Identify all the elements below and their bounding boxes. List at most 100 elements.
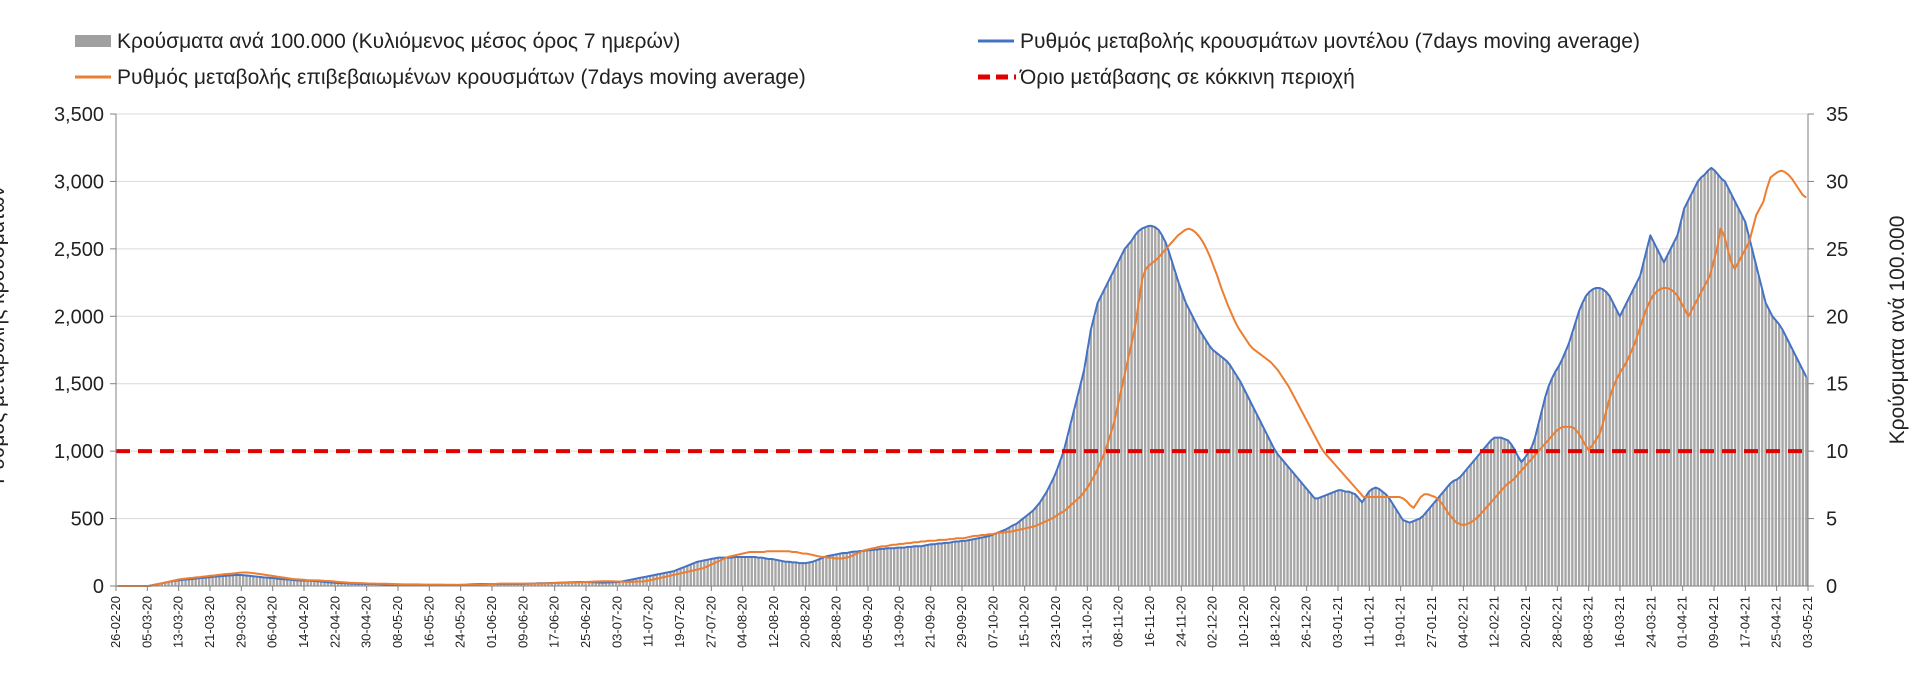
bar (611, 582, 614, 586)
bar (621, 581, 625, 586)
bar (523, 583, 526, 586)
x-tick-label: 19-07-20 (672, 596, 687, 648)
bar (737, 557, 740, 586)
x-tick-label: 18-12-20 (1267, 596, 1282, 648)
bar (1320, 496, 1323, 586)
bar (1123, 248, 1126, 586)
bar (960, 540, 964, 586)
x-tick-label: 05-09-20 (860, 596, 875, 648)
bar (903, 547, 906, 586)
bar (1605, 292, 1608, 586)
bar (1438, 495, 1442, 586)
bar (1472, 460, 1476, 586)
left-tick-label: 2,500 (54, 239, 104, 261)
bar (557, 582, 560, 586)
bar (1028, 513, 1032, 586)
bar (1177, 283, 1181, 586)
bar (1744, 221, 1747, 586)
bar (1208, 345, 1211, 586)
bar (191, 578, 194, 586)
bar (828, 555, 831, 586)
bar (757, 557, 760, 586)
bar (1367, 491, 1371, 586)
bar (852, 551, 855, 586)
bar (1791, 350, 1794, 586)
bar (808, 562, 811, 586)
bar (1313, 498, 1316, 586)
bar (862, 550, 865, 586)
bar (567, 582, 570, 586)
bar (882, 548, 886, 586)
bar (1201, 335, 1204, 586)
bar (770, 559, 774, 586)
bar (262, 576, 265, 586)
left-tick-label: 1,500 (54, 374, 104, 396)
lines (116, 166, 1808, 587)
bar (1801, 370, 1805, 586)
bar (1750, 248, 1754, 586)
bar (933, 544, 937, 586)
bar (197, 577, 201, 586)
bar (184, 578, 187, 586)
bar (1418, 518, 1421, 586)
bar (353, 583, 357, 586)
bar (1004, 529, 1008, 586)
bar (1503, 439, 1506, 586)
bar (163, 582, 167, 586)
bar (1228, 364, 1232, 586)
bar (811, 561, 814, 586)
bar (1357, 498, 1360, 586)
bar (167, 581, 170, 586)
bar (492, 583, 496, 586)
bar (574, 582, 577, 586)
x-tick-label: 29-09-20 (954, 596, 969, 648)
x-tick-label: 22-04-20 (327, 596, 342, 648)
bar (1038, 502, 1042, 586)
bar (330, 582, 333, 586)
x-tick-label: 13-09-20 (891, 596, 906, 648)
bar (1567, 343, 1571, 586)
bar (876, 549, 879, 586)
bar (509, 583, 513, 586)
bar (760, 557, 764, 586)
bar (1259, 421, 1262, 586)
bar (313, 581, 316, 586)
bar (1052, 478, 1055, 586)
bar (720, 557, 723, 586)
bar (679, 568, 682, 586)
bar (1428, 507, 1432, 586)
bar (1493, 437, 1496, 586)
bar (957, 541, 960, 586)
bar (1249, 401, 1252, 586)
bar (767, 559, 770, 586)
bar (1757, 275, 1761, 586)
bar (896, 547, 899, 586)
bar (1157, 229, 1160, 586)
bar (1401, 519, 1404, 586)
bar (1469, 464, 1472, 586)
bar (1289, 470, 1293, 586)
bar (367, 583, 370, 586)
bar (269, 577, 272, 586)
bar (1398, 514, 1401, 586)
bar (1666, 255, 1669, 586)
bar (1062, 451, 1065, 586)
bar (614, 582, 618, 586)
bar (296, 580, 299, 586)
bar (1523, 457, 1527, 586)
bar (258, 576, 262, 586)
bar (1496, 437, 1499, 586)
bar (1055, 470, 1059, 586)
bar (319, 581, 323, 586)
bar (703, 560, 706, 586)
bar (723, 557, 726, 586)
bar (1065, 437, 1069, 586)
bar (1082, 370, 1086, 586)
bar (292, 580, 296, 586)
bar (1347, 491, 1350, 586)
bar (794, 562, 798, 586)
x-tick-label: 23-10-20 (1048, 596, 1063, 648)
bar (1191, 316, 1194, 586)
bar (1018, 521, 1021, 586)
bar (1310, 494, 1313, 586)
